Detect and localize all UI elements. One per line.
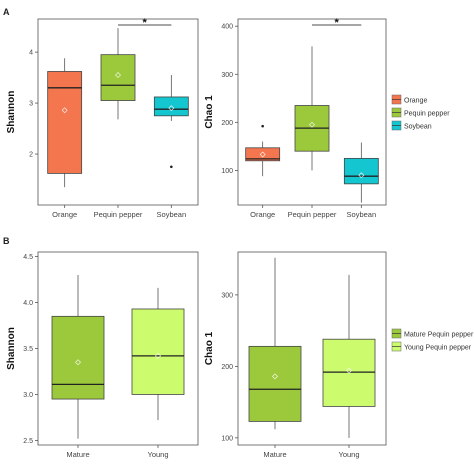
panel-a-letter: A [3, 7, 10, 17]
x-tick-label: Young [148, 450, 169, 459]
y-tick-label: 300 [221, 72, 233, 79]
y-tick-label: 100 [221, 168, 233, 175]
legend-label: Mature Pequin pepper [404, 332, 474, 339]
outlier-point [261, 124, 264, 128]
legend-label: Young Pequin pepper [404, 345, 472, 352]
legend-label: Soybean [404, 124, 432, 131]
y-axis-label: Shannon [6, 327, 17, 370]
box-mature [51, 274, 105, 439]
outlier-point [170, 165, 173, 169]
x-tick-label: Soybean [347, 210, 377, 219]
legend-label: Orange [404, 98, 427, 105]
x-tick-label: Pequin pepper [288, 210, 337, 219]
x-tick-label: Mature [263, 450, 286, 459]
mean-marker [358, 172, 365, 179]
y-tick-label: 100 [221, 435, 233, 442]
y-axis-label: Chao 1 [204, 331, 215, 365]
x-tick-label: Young [339, 450, 360, 459]
y-tick-label: 4.0 [23, 300, 33, 307]
y-tick-label: 4.5 [23, 254, 33, 261]
chart-1: 2 3 4 Shannon Orange Pequin pepper Soybean * [6, 17, 199, 219]
x-tick-label: Orange [52, 210, 77, 219]
significance-star: * [143, 17, 148, 29]
box-body [47, 71, 83, 174]
box-orange [47, 58, 83, 188]
y-tick-label: 2.5 [23, 438, 33, 445]
y-tick-label: 2 [29, 152, 33, 159]
mean-marker [272, 373, 278, 380]
y-tick-label: 200 [221, 120, 233, 127]
mean-marker [309, 121, 315, 128]
mean-marker [61, 107, 68, 114]
legend-2: Mature Pequin pepper Young Pequin pepper [391, 328, 474, 352]
x-tick-label: Soybean [157, 210, 187, 219]
mean-marker [346, 367, 352, 374]
box-body [153, 96, 189, 117]
x-tick-label: Pequin pepper [94, 210, 143, 219]
mean-marker [168, 105, 175, 112]
box-body [248, 345, 302, 422]
x-tick-label: Orange [250, 210, 275, 219]
significance-star: * [335, 17, 340, 29]
y-tick-label: 3.5 [23, 346, 33, 353]
box-body [343, 157, 379, 185]
chart-4: 100 200 300 Chao 1 Mature Young [204, 251, 387, 459]
box-soybean [343, 142, 379, 203]
legend-1: Orange Pequin pepper Soybean [391, 94, 450, 131]
box-pequin-pepper [100, 28, 136, 120]
y-tick-label: 400 [221, 24, 233, 31]
box-soybean [153, 75, 189, 169]
chart-3: 2.5 3.0 3.5 4.0 4.5 Shannon Mature Young [6, 251, 199, 459]
box-young [322, 274, 376, 438]
y-tick-label: 4 [29, 50, 33, 57]
box-mature [248, 257, 302, 430]
y-tick-label: 3.0 [23, 392, 33, 399]
box-orange [245, 124, 281, 177]
box-young [131, 287, 185, 421]
mean-marker [115, 72, 121, 79]
box-pequin-pepper [294, 46, 330, 171]
mean-marker [155, 352, 161, 359]
y-tick-label: 300 [221, 292, 233, 299]
y-tick-label: 3 [29, 101, 33, 108]
chart-2: 100 200 300 400 Chao 1 Orange Pequin pepper Soy… [204, 17, 387, 219]
x-tick-label: Mature [66, 450, 89, 459]
y-axis-label: Chao 1 [204, 95, 215, 129]
panel-b-letter: B [3, 236, 10, 246]
plot-frame [237, 251, 387, 446]
box-body [131, 308, 185, 395]
mean-marker [259, 151, 266, 158]
mean-marker [75, 359, 81, 366]
legend-label: Pequin pepper [404, 111, 450, 118]
y-tick-label: 200 [221, 364, 233, 371]
box-body [51, 315, 105, 400]
y-axis-label: Shannon [6, 91, 17, 134]
box-body [245, 147, 281, 162]
